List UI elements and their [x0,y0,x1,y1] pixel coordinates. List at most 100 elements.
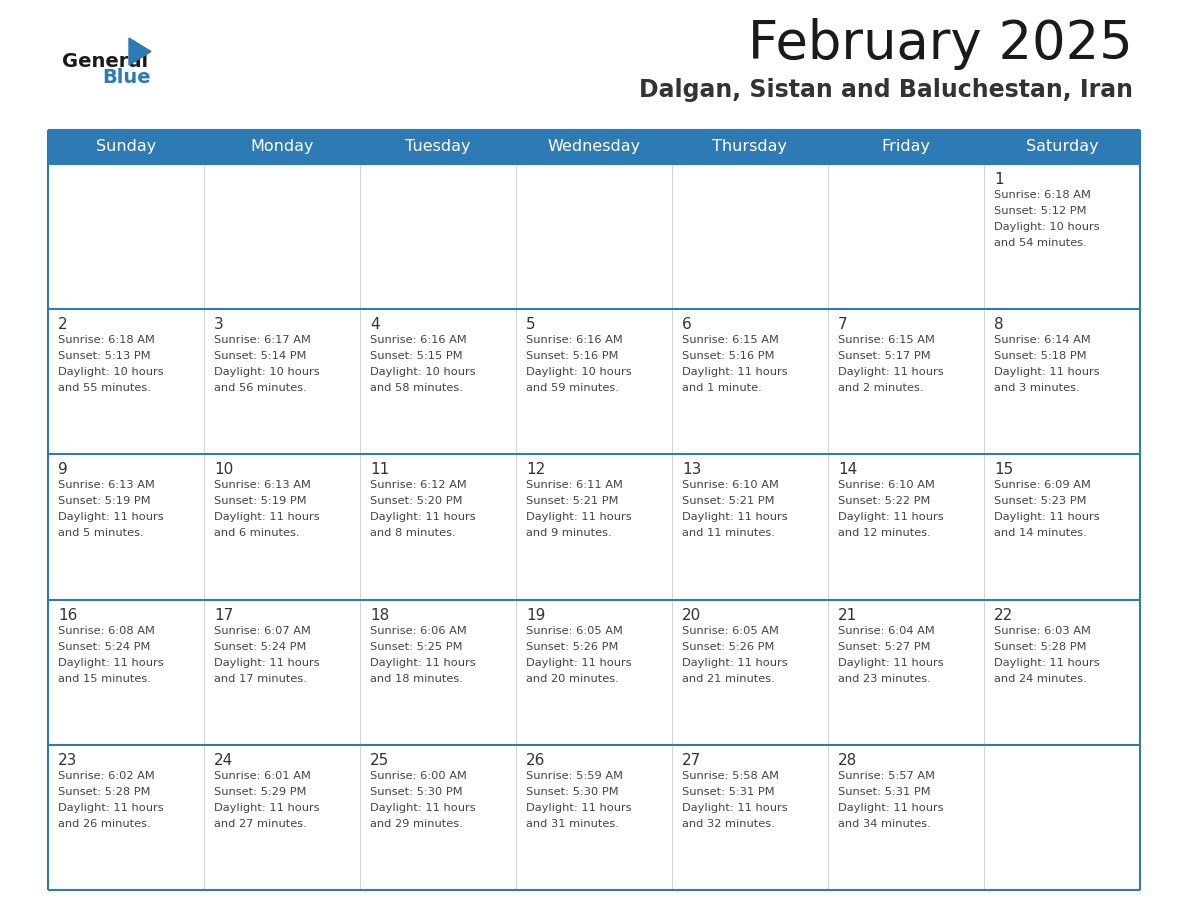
Text: Sunset: 5:17 PM: Sunset: 5:17 PM [838,352,930,361]
Bar [828,164,984,309]
Text: Sunrise: 6:17 AM: Sunrise: 6:17 AM [214,335,311,345]
Text: Sunset: 5:26 PM: Sunset: 5:26 PM [682,642,775,652]
Text: 20: 20 [682,608,701,622]
Bar [48,744,204,890]
Bar [828,309,984,454]
Bar [672,599,828,744]
Text: Daylight: 11 hours: Daylight: 11 hours [682,803,788,812]
Text: Daylight: 10 hours: Daylight: 10 hours [58,367,164,377]
Text: Sunset: 5:24 PM: Sunset: 5:24 PM [214,642,307,652]
Text: Sunset: 5:24 PM: Sunset: 5:24 PM [58,642,151,652]
Bar [516,309,672,454]
Text: Sunset: 5:18 PM: Sunset: 5:18 PM [994,352,1087,361]
Text: Daylight: 11 hours: Daylight: 11 hours [58,657,164,667]
Text: Daylight: 11 hours: Daylight: 11 hours [214,803,320,812]
Bar [204,599,360,744]
Text: Sunday: Sunday [96,140,156,154]
Text: and 5 minutes.: and 5 minutes. [58,529,144,538]
Text: Sunset: 5:23 PM: Sunset: 5:23 PM [994,497,1087,507]
Text: Sunset: 5:30 PM: Sunset: 5:30 PM [526,787,619,797]
Text: and 23 minutes.: and 23 minutes. [838,674,930,684]
Bar [672,744,828,890]
Text: Sunset: 5:20 PM: Sunset: 5:20 PM [369,497,462,507]
Text: 16: 16 [58,608,77,622]
Text: and 59 minutes.: and 59 minutes. [526,383,619,393]
Text: Sunrise: 6:08 AM: Sunrise: 6:08 AM [58,625,154,635]
Text: Sunrise: 5:58 AM: Sunrise: 5:58 AM [682,771,779,781]
Text: and 21 minutes.: and 21 minutes. [682,674,775,684]
Text: and 11 minutes.: and 11 minutes. [682,529,775,538]
Text: Daylight: 11 hours: Daylight: 11 hours [994,657,1100,667]
Text: Sunrise: 6:13 AM: Sunrise: 6:13 AM [214,480,311,490]
Text: Sunset: 5:12 PM: Sunset: 5:12 PM [994,206,1087,216]
Bar [984,454,1140,599]
Text: Sunset: 5:22 PM: Sunset: 5:22 PM [838,497,930,507]
Text: Sunset: 5:21 PM: Sunset: 5:21 PM [682,497,775,507]
Bar [984,599,1140,744]
Bar [204,164,360,309]
Text: Sunrise: 6:10 AM: Sunrise: 6:10 AM [682,480,779,490]
Text: 6: 6 [682,318,691,332]
Bar [672,309,828,454]
Text: and 9 minutes.: and 9 minutes. [526,529,612,538]
Text: and 20 minutes.: and 20 minutes. [526,674,619,684]
Bar [360,744,516,890]
Text: and 17 minutes.: and 17 minutes. [214,674,307,684]
Text: Daylight: 11 hours: Daylight: 11 hours [994,367,1100,377]
Text: Sunset: 5:29 PM: Sunset: 5:29 PM [214,787,307,797]
Bar [360,309,516,454]
Text: Sunrise: 6:15 AM: Sunrise: 6:15 AM [682,335,779,345]
Text: Sunrise: 6:10 AM: Sunrise: 6:10 AM [838,480,935,490]
Text: Daylight: 11 hours: Daylight: 11 hours [682,367,788,377]
Text: Sunrise: 6:04 AM: Sunrise: 6:04 AM [838,625,935,635]
Text: Sunset: 5:15 PM: Sunset: 5:15 PM [369,352,462,361]
Text: Sunset: 5:28 PM: Sunset: 5:28 PM [58,787,151,797]
Text: 13: 13 [682,463,701,477]
Text: Sunset: 5:16 PM: Sunset: 5:16 PM [526,352,619,361]
Polygon shape [129,38,151,65]
Text: and 3 minutes.: and 3 minutes. [994,383,1080,393]
Text: Sunrise: 6:02 AM: Sunrise: 6:02 AM [58,771,154,781]
Bar [204,454,360,599]
Text: Daylight: 11 hours: Daylight: 11 hours [369,803,475,812]
Text: and 32 minutes.: and 32 minutes. [682,819,775,829]
Text: Friday: Friday [881,140,930,154]
Text: Sunrise: 5:59 AM: Sunrise: 5:59 AM [526,771,623,781]
Text: and 26 minutes.: and 26 minutes. [58,819,151,829]
Text: and 6 minutes.: and 6 minutes. [214,529,299,538]
Bar [48,599,204,744]
Text: 23: 23 [58,753,77,767]
Text: Daylight: 11 hours: Daylight: 11 hours [838,657,943,667]
Text: Sunrise: 5:57 AM: Sunrise: 5:57 AM [838,771,935,781]
Text: Daylight: 11 hours: Daylight: 11 hours [838,803,943,812]
Text: Sunset: 5:25 PM: Sunset: 5:25 PM [369,642,462,652]
Text: 22: 22 [994,608,1013,622]
Bar [516,454,672,599]
Bar [48,164,204,309]
Text: Sunset: 5:27 PM: Sunset: 5:27 PM [838,642,930,652]
Bar [48,130,1140,164]
Text: 7: 7 [838,318,847,332]
Text: Sunset: 5:19 PM: Sunset: 5:19 PM [214,497,307,507]
Text: Daylight: 11 hours: Daylight: 11 hours [214,657,320,667]
Text: 2: 2 [58,318,68,332]
Text: Daylight: 10 hours: Daylight: 10 hours [369,367,475,377]
Text: 26: 26 [526,753,545,767]
Text: and 56 minutes.: and 56 minutes. [214,383,307,393]
Text: Sunrise: 6:18 AM: Sunrise: 6:18 AM [994,190,1091,200]
Text: and 31 minutes.: and 31 minutes. [526,819,619,829]
Text: and 8 minutes.: and 8 minutes. [369,529,456,538]
Text: 3: 3 [214,318,223,332]
Bar [984,309,1140,454]
Text: and 27 minutes.: and 27 minutes. [214,819,307,829]
Text: Daylight: 11 hours: Daylight: 11 hours [58,803,164,812]
Text: Daylight: 11 hours: Daylight: 11 hours [682,657,788,667]
Text: 1: 1 [994,172,1004,187]
Text: Sunrise: 6:00 AM: Sunrise: 6:00 AM [369,771,467,781]
Text: Sunrise: 6:05 AM: Sunrise: 6:05 AM [682,625,779,635]
Text: and 18 minutes.: and 18 minutes. [369,674,463,684]
Bar [360,164,516,309]
Text: Sunrise: 6:12 AM: Sunrise: 6:12 AM [369,480,467,490]
Text: Sunset: 5:30 PM: Sunset: 5:30 PM [369,787,462,797]
Bar [984,744,1140,890]
